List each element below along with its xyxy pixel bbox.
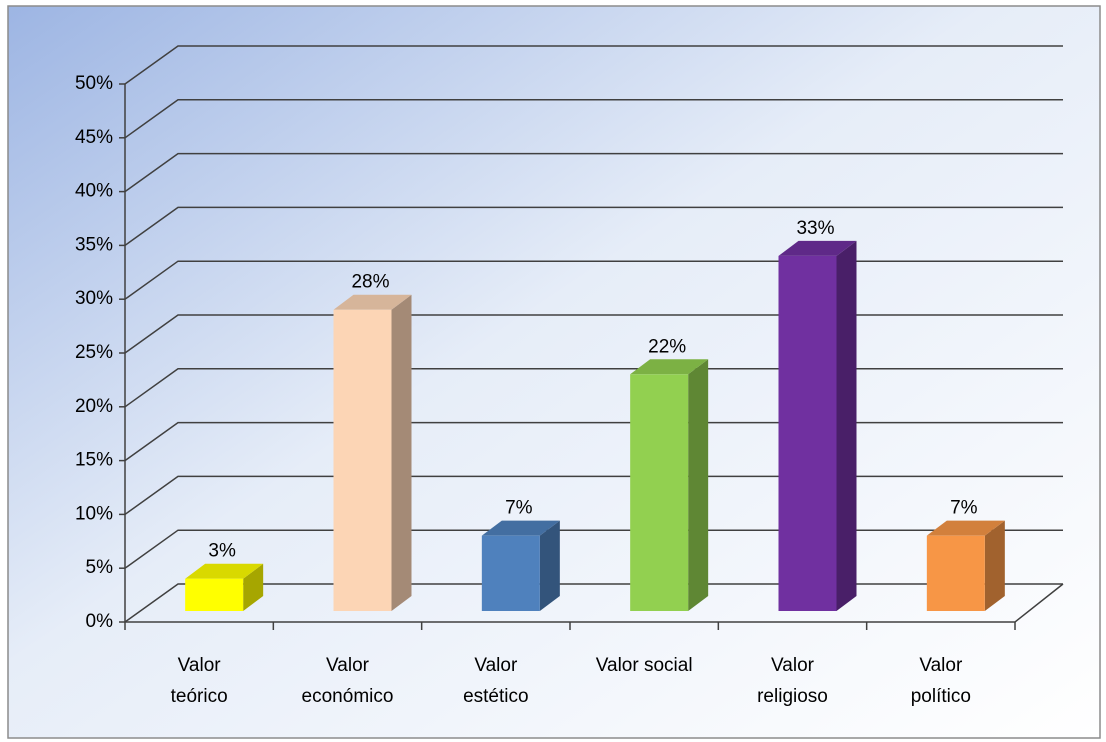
data-label: 7% xyxy=(950,498,978,519)
bar xyxy=(778,240,857,612)
bar-front xyxy=(333,309,392,611)
y-tick-label: 35% xyxy=(75,234,113,255)
grid-line xyxy=(124,368,1063,408)
data-label: 3% xyxy=(208,541,236,562)
bar-front xyxy=(778,255,837,612)
x-tick-label: Valor teórico xyxy=(170,655,228,707)
data-label: 22% xyxy=(648,336,686,357)
y-tick-label: 10% xyxy=(75,503,113,524)
bar-top xyxy=(185,563,264,579)
bar-side xyxy=(391,294,412,611)
y-tick-label: 40% xyxy=(75,181,113,202)
y-tick-label: 50% xyxy=(75,73,113,94)
bar-front xyxy=(481,535,540,611)
bar-front xyxy=(630,374,689,611)
grid-line xyxy=(124,99,1063,139)
grid-line xyxy=(124,45,1063,85)
bar-side xyxy=(688,359,709,611)
y-tick-label: 5% xyxy=(86,557,114,578)
y-tick-label: 0% xyxy=(86,611,114,632)
y-tick-label: 15% xyxy=(75,450,113,471)
grid-line xyxy=(124,475,1063,516)
bar-side xyxy=(836,240,857,612)
grid-line xyxy=(124,152,1063,193)
data-label: 7% xyxy=(505,498,533,519)
y-tick-label: 20% xyxy=(75,396,113,417)
bar-front xyxy=(185,578,244,611)
background xyxy=(7,5,1101,739)
bar xyxy=(630,359,709,611)
bar xyxy=(333,294,412,611)
bar-top xyxy=(333,294,412,310)
bar-top xyxy=(481,520,560,536)
y-tick-label: 45% xyxy=(75,127,113,148)
data-label: 33% xyxy=(796,218,834,239)
grid-line xyxy=(124,529,1063,569)
x-tick-label: Valor social xyxy=(595,655,693,676)
x-tick-label: Valor económico xyxy=(301,655,394,707)
bar xyxy=(185,563,264,611)
bar xyxy=(926,520,1005,611)
x-tick-label: Valor político xyxy=(910,655,971,707)
x-tick-label: Valor estético xyxy=(463,655,529,707)
grid-line xyxy=(124,260,1063,300)
grid-line xyxy=(124,206,1063,247)
grid-line xyxy=(124,583,1063,623)
bar-top xyxy=(926,520,1005,536)
bar-side xyxy=(984,520,1005,611)
y-tick-label: 25% xyxy=(75,342,113,363)
bar-top xyxy=(778,240,857,256)
bar-front xyxy=(926,535,985,611)
grid-line xyxy=(124,314,1063,354)
y-tick-label: 30% xyxy=(75,288,113,309)
bar-top xyxy=(630,359,709,375)
bar-side xyxy=(539,520,560,611)
bar-side xyxy=(243,563,264,611)
grid-line xyxy=(124,421,1063,462)
x-tick-label: Valor religioso xyxy=(757,655,828,707)
bar xyxy=(481,520,560,611)
data-label: 28% xyxy=(351,272,389,293)
